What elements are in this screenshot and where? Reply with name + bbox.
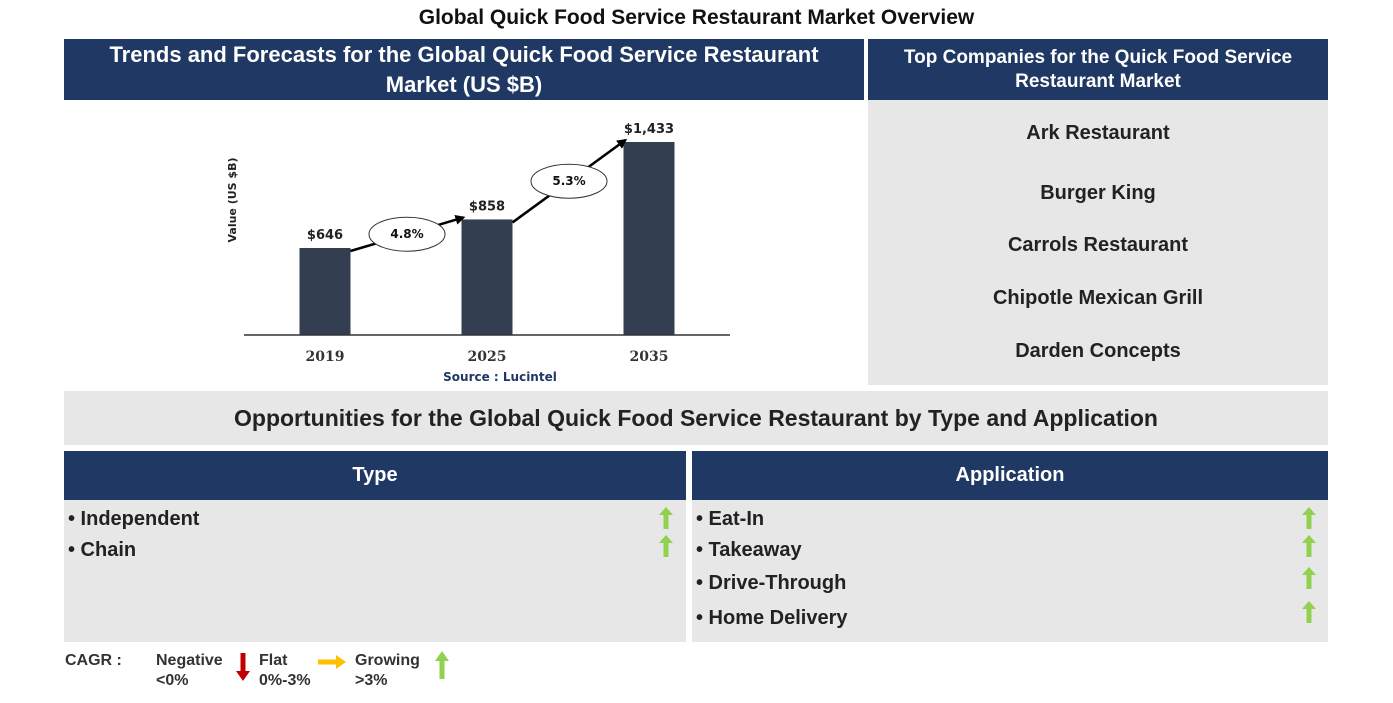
bar-2025 — [461, 219, 513, 335]
company-item: Darden Concepts — [1015, 340, 1181, 362]
x-tick-2035: 2035 — [630, 349, 669, 365]
green-up-arrow-icon — [435, 651, 449, 679]
type-item: • Independent — [68, 508, 200, 530]
cagr-bubble — [530, 163, 608, 199]
legend-negative-name: Negative — [156, 652, 223, 669]
bar-2019 — [299, 247, 351, 335]
value-label-2025: $858 — [469, 199, 505, 214]
type-heading: Type — [64, 451, 686, 500]
legend-growing: Growing >3% — [355, 651, 420, 691]
legend-growing-range: >3% — [355, 672, 388, 689]
trend-panel-heading: Trends and Forecasts for the Global Quic… — [64, 39, 864, 100]
application-item: • Eat-In — [696, 508, 765, 530]
value-label-2019: $646 — [307, 228, 343, 243]
company-item: Chipotle Mexican Grill — [992, 287, 1204, 309]
x-tick-2025: 2025 — [468, 349, 507, 365]
bar-2035 — [623, 142, 675, 335]
opportunities-heading: Opportunities for the Global Quick Food … — [64, 391, 1328, 445]
green-up-arrow-icon — [1302, 601, 1316, 623]
cagr-label: 5.3% — [552, 174, 585, 188]
legend-flat-range: 0%-3% — [259, 672, 311, 689]
page-title: Global Quick Food Service Restaurant Mar… — [418, 6, 975, 29]
application-heading: Application — [692, 451, 1328, 500]
legend-flat-name: Flat — [259, 652, 288, 669]
green-up-arrow-icon — [1302, 535, 1316, 557]
top-companies-heading: Top Companies for the Quick Food Service… — [868, 39, 1328, 100]
company-item: Burger King — [1040, 182, 1156, 204]
green-up-arrow-icon — [1302, 507, 1316, 529]
company-item: Carrols Restaurant — [1007, 234, 1189, 256]
legend-negative: Negative <0% — [156, 651, 223, 691]
x-tick-2019: 2019 — [306, 349, 345, 365]
cagr-bubble — [368, 216, 446, 252]
application-item: • Takeaway — [696, 539, 802, 561]
green-up-arrow-icon — [659, 535, 673, 557]
yellow-right-arrow-icon — [318, 655, 346, 669]
legend-negative-range: <0% — [156, 672, 189, 689]
legend-label: CAGR : — [65, 652, 122, 669]
type-panel: • Independent • Chain — [64, 500, 686, 642]
cagr-label: 4.8% — [390, 227, 423, 241]
legend-growing-name: Growing — [355, 652, 420, 669]
legend-flat: Flat 0%-3% — [259, 651, 311, 691]
value-label-2035: $1,433 — [624, 122, 674, 137]
application-item: • Drive-Through — [696, 572, 847, 594]
green-up-arrow-icon — [1302, 567, 1316, 589]
chart-source: Source : Lucintel — [443, 370, 557, 384]
market-bar-chart: 4.8% 5.3% $646 2019 $858 2025 $1,433 2035 Valu… — [226, 122, 730, 384]
y-axis-label: Value (US $B) — [226, 157, 239, 242]
red-down-arrow-icon — [236, 653, 250, 681]
company-item: Ark Restaurant — [1026, 122, 1170, 144]
green-up-arrow-icon — [659, 507, 673, 529]
top-companies-panel: Ark Restaurant Burger King Carrols Resta… — [868, 100, 1328, 385]
application-item: • Home Delivery — [696, 607, 848, 629]
application-panel: • Eat-In • Takeaway • Drive-Through • Ho… — [692, 500, 1328, 642]
type-item: • Chain — [68, 539, 137, 561]
